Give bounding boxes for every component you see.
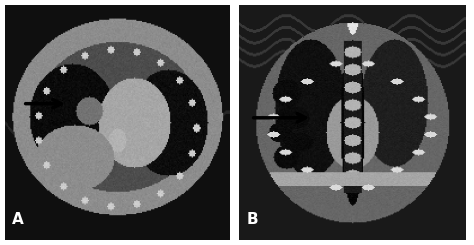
Text: A: A xyxy=(11,212,23,227)
Text: B: B xyxy=(246,212,258,227)
